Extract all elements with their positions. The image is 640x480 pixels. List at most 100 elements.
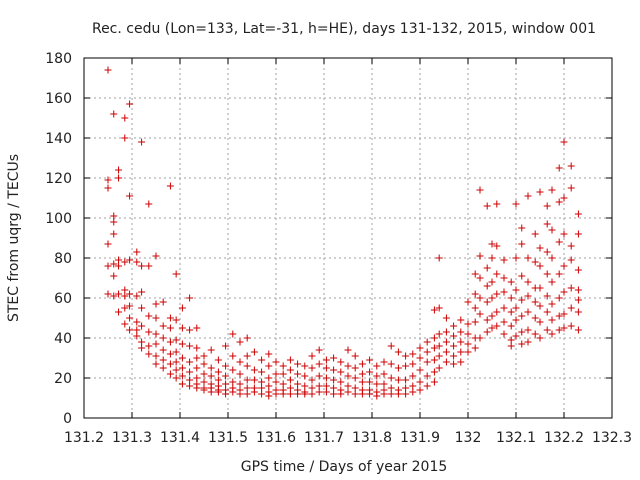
data-point [265, 350, 273, 358]
data-point [531, 230, 539, 238]
data-point [207, 372, 215, 380]
data-point [265, 392, 273, 400]
data-point [308, 390, 316, 398]
data-point [518, 224, 526, 232]
data-point [133, 248, 141, 256]
data-point [380, 390, 388, 398]
data-point [351, 390, 359, 398]
data-point [294, 370, 302, 378]
data-point [229, 330, 237, 338]
data-point [387, 342, 395, 350]
data-point [471, 290, 479, 298]
data-point [330, 354, 338, 362]
data-point [560, 324, 568, 332]
y-tick-label: 60 [54, 291, 72, 307]
y-tick-label: 100 [45, 211, 72, 227]
data-point [387, 384, 395, 392]
data-point [423, 382, 431, 390]
data-point [358, 370, 366, 378]
data-point [366, 356, 374, 364]
data-point [555, 238, 563, 246]
x-tick-label: 131.3 [112, 430, 152, 446]
data-point [186, 342, 194, 350]
data-point [531, 298, 539, 306]
data-point [560, 230, 568, 238]
data-point [301, 362, 309, 370]
data-point [145, 262, 153, 270]
data-point [560, 310, 568, 318]
y-tick-label: 180 [45, 51, 72, 67]
data-point [435, 254, 443, 262]
data-point [402, 376, 410, 384]
data-point [500, 288, 508, 296]
data-point [471, 270, 479, 278]
data-point [442, 348, 450, 356]
data-point [430, 334, 438, 342]
data-point [159, 322, 167, 330]
y-tick-label: 140 [45, 131, 72, 147]
x-tick-label: 131.7 [304, 430, 344, 446]
data-point [416, 386, 424, 394]
data-point [488, 324, 496, 332]
data-point [322, 356, 330, 364]
data-point [560, 262, 568, 270]
data-point [476, 274, 484, 282]
data-point [543, 270, 551, 278]
data-point [531, 314, 539, 322]
data-point [518, 340, 526, 348]
data-point [178, 340, 186, 348]
data-point [464, 348, 472, 356]
data-point [308, 364, 316, 372]
data-point [172, 270, 180, 278]
data-point [430, 306, 438, 314]
data-point [121, 320, 129, 328]
data-point [483, 316, 491, 324]
data-point [555, 164, 563, 172]
data-point [250, 366, 258, 374]
data-point [457, 338, 465, 346]
data-point [178, 364, 186, 372]
data-point [435, 330, 443, 338]
data-point [442, 358, 450, 366]
data-point [574, 308, 582, 316]
data-point [344, 372, 352, 380]
data-point [518, 312, 526, 320]
data-point [279, 370, 287, 378]
data-point [121, 114, 129, 122]
data-point [518, 328, 526, 336]
data-point [236, 338, 244, 346]
data-point [423, 338, 431, 346]
data-point [380, 370, 388, 378]
data-point [121, 286, 129, 294]
y-tick-label: 20 [54, 371, 72, 387]
data-point [133, 258, 141, 266]
data-point [567, 284, 575, 292]
data-point [126, 192, 134, 200]
data-point [500, 304, 508, 312]
data-point [330, 376, 338, 384]
data-point [387, 390, 395, 398]
data-point [507, 308, 515, 316]
data-point [548, 300, 556, 308]
data-point [518, 272, 526, 280]
data-point [193, 354, 201, 362]
data-point [518, 296, 526, 304]
data-point [272, 358, 280, 366]
data-point [272, 370, 280, 378]
data-point [567, 256, 575, 264]
axis-ticks [83, 57, 613, 419]
data-point [387, 374, 395, 382]
data-point [450, 352, 458, 360]
data-point [344, 346, 352, 354]
data-point [500, 274, 508, 282]
data-point [531, 330, 539, 338]
data-point [476, 252, 484, 260]
data-point [423, 372, 431, 380]
x-axis-label: GPS time / Days of year 2015 [241, 459, 448, 475]
data-point [536, 318, 544, 326]
data-point [330, 366, 338, 374]
data-point [512, 254, 520, 262]
data-point [286, 384, 294, 392]
data-point [104, 66, 112, 74]
data-point [110, 230, 118, 238]
